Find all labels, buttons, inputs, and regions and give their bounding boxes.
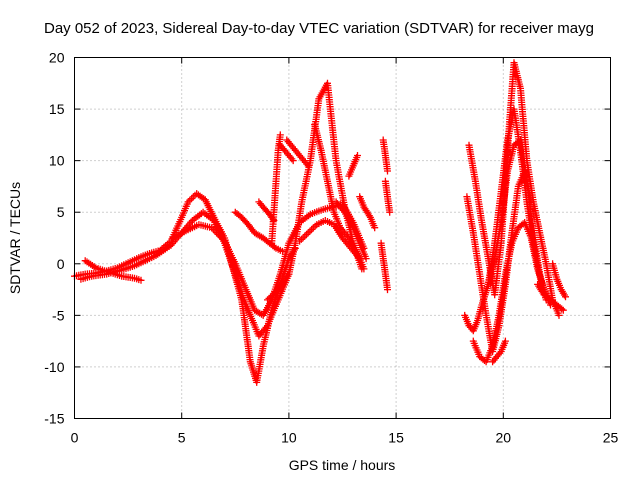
series-track-12 (311, 121, 368, 273)
plus-markers (231, 208, 286, 255)
x-tick-label: 15 (388, 430, 404, 446)
chart-title: Day 052 of 2023, Sidereal Day-to-day VTE… (44, 20, 594, 37)
series-track-25 (549, 260, 569, 301)
plus-markers (345, 152, 361, 180)
x-tick-label: 0 (71, 430, 79, 446)
series-track-8 (268, 131, 284, 247)
plot-area (71, 59, 569, 386)
series-track-2 (77, 208, 293, 340)
plus-markers (356, 193, 379, 232)
series-track-17 (381, 177, 394, 216)
plus-markers (484, 105, 544, 288)
y-tick-label: 20 (49, 50, 65, 66)
y-tick-label: -5 (52, 307, 65, 323)
plus-markers (77, 208, 293, 340)
y-tick-label: 5 (57, 204, 65, 220)
series-track-1 (71, 190, 299, 386)
plus-markers (489, 337, 509, 366)
plus-markers (469, 219, 554, 366)
series-track-15 (356, 193, 379, 232)
plot-frame (74, 57, 611, 419)
series-track-10 (283, 136, 312, 170)
plus-markers (332, 198, 370, 263)
series-track-20 (465, 59, 563, 319)
x-tick-label: 5 (178, 430, 186, 446)
plus-markers (381, 177, 394, 216)
x-tick-label: 10 (281, 430, 297, 446)
series-track-4 (81, 257, 145, 284)
plus-markers (377, 239, 391, 294)
series-track-23 (484, 105, 544, 288)
plus-markers (268, 131, 284, 247)
plus-markers (71, 190, 299, 386)
plus-markers (534, 280, 567, 314)
y-tick-label: 10 (49, 153, 65, 169)
series-track-13 (332, 198, 370, 263)
series-track-18 (377, 239, 391, 294)
y-tick-label: -10 (44, 359, 64, 375)
y-tick-label: -15 (44, 411, 64, 427)
y-tick-label: 0 (57, 256, 65, 272)
x-axis-label: GPS time / hours (289, 457, 396, 473)
plus-markers (283, 136, 312, 170)
x-tick-label: 20 (496, 430, 512, 446)
series-track-26 (489, 337, 509, 366)
plus-markers (465, 59, 563, 319)
series-track-14 (345, 152, 361, 180)
series-track-16 (379, 136, 391, 175)
plus-markers (311, 121, 368, 273)
plus-markers (549, 260, 569, 301)
x-tick-label: 25 (603, 430, 619, 446)
axis-ticks: 0 5 10 15 20 25 -15 -10 -5 0 5 10 15 20 (44, 50, 618, 446)
y-axis-label: SDTVAR / TECUs (7, 182, 23, 294)
series-track-24 (534, 280, 567, 314)
y-tick-label: 15 (49, 101, 65, 117)
plus-markers (276, 141, 297, 165)
series-track-22 (469, 219, 554, 366)
plus-markers (81, 257, 145, 284)
plus-markers (379, 136, 391, 175)
series-track-9 (276, 141, 297, 165)
series-track-5 (231, 208, 286, 255)
